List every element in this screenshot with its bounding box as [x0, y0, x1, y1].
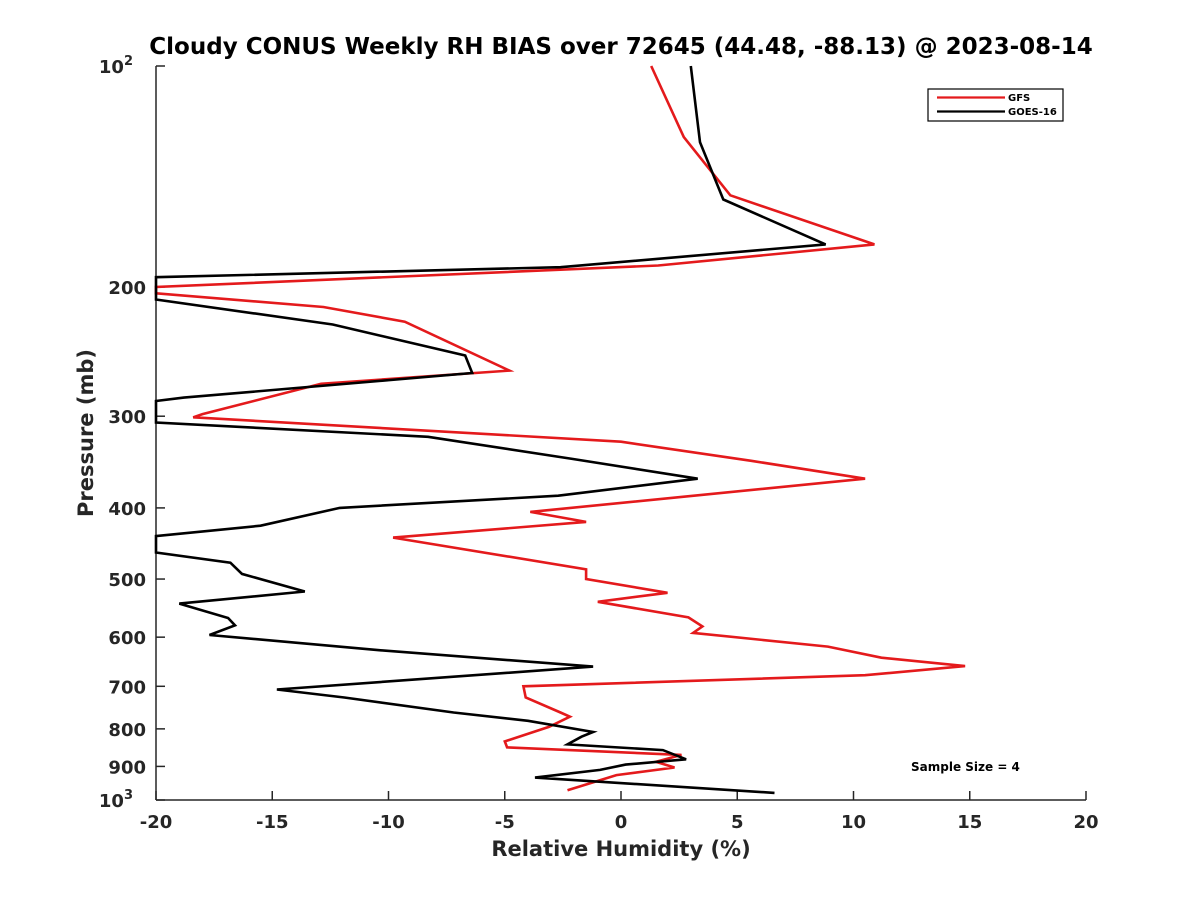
- data-series: [154, 65, 966, 795]
- chart-title: Cloudy CONUS Weekly RH BIAS over 72645 (…: [149, 34, 1092, 60]
- legend-label-gfs: GFS: [1008, 93, 1030, 104]
- x-tick-label: 10: [841, 812, 866, 833]
- x-axis-ticks: -20 -15 -10 -5 0 5 10 15 20: [140, 791, 1099, 833]
- x-tick-label: -15: [256, 812, 289, 833]
- y-tick-label: 103: [99, 788, 133, 812]
- y-tick-exponent: 2: [124, 54, 133, 69]
- y-tick-exponent: 3: [124, 788, 133, 803]
- x-tick-label: 0: [615, 812, 628, 833]
- legend-label-goes-16: GOES-16: [1008, 107, 1057, 118]
- x-tick-label: -10: [372, 812, 405, 833]
- legend: GFS GOES-16: [927, 88, 1064, 122]
- x-tick-label: -5: [495, 812, 515, 833]
- y-tick-label: 102: [99, 54, 133, 78]
- plot-frame: [156, 66, 1086, 800]
- y-tick-label: 900: [108, 757, 146, 778]
- y-axis-label: Pressure (mb): [74, 349, 98, 517]
- y-tick-label: 200: [108, 278, 146, 299]
- y-tick-base: 10: [99, 791, 124, 812]
- x-tick-label: 20: [1073, 812, 1098, 833]
- x-axis-label: Relative Humidity (%): [491, 837, 750, 861]
- y-tick-label: 300: [108, 407, 146, 428]
- series-line-gfs: [154, 65, 966, 792]
- sample-size-annotation: Sample Size = 4: [911, 760, 1020, 774]
- legend-box: [927, 88, 1064, 122]
- series-line-goes-16: [154, 65, 827, 795]
- y-tick-label: 800: [108, 720, 146, 741]
- x-tick-label: 15: [957, 812, 982, 833]
- y-tick-label: 500: [108, 570, 146, 591]
- y-tick-label: 700: [108, 677, 146, 698]
- y-tick-label: 400: [108, 499, 146, 520]
- plot-area: -20 -15 -10 -5 0 5 10 15 20 10220030040050060070…: [99, 54, 1099, 833]
- y-tick-label: 600: [108, 628, 146, 649]
- x-tick-label: 5: [731, 812, 744, 833]
- y-tick-base: 10: [99, 57, 124, 78]
- x-tick-label: -20: [140, 812, 173, 833]
